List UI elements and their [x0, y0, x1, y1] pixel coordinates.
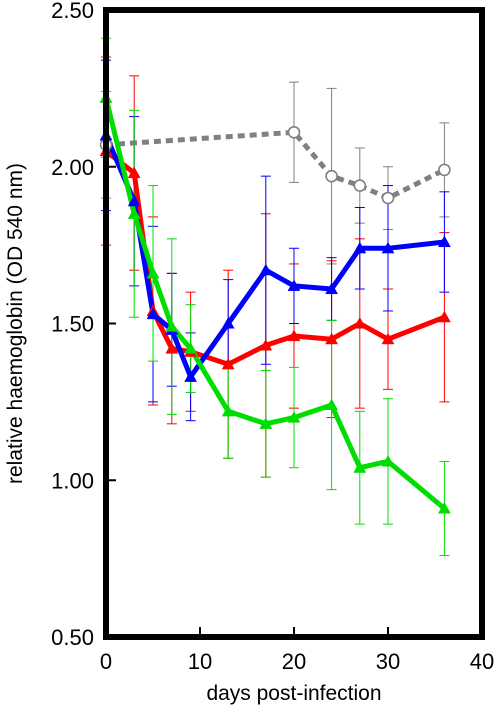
x-axis-label: days post-infection [206, 682, 381, 705]
data-point [287, 411, 301, 423]
series-line-1 [105, 129, 446, 201]
data-point [437, 310, 451, 323]
data-point [381, 332, 395, 345]
data-point [184, 342, 198, 354]
data-point [287, 329, 301, 342]
y-tick-label: 1.50 [51, 312, 94, 337]
data-point [259, 338, 273, 351]
data-point [381, 454, 395, 467]
data-point [146, 266, 160, 279]
data-point [127, 207, 141, 219]
y-tick-label: 0.50 [51, 625, 94, 650]
data-point [381, 191, 395, 205]
series-line-4 [103, 97, 447, 511]
x-tick-label: 0 [100, 649, 112, 674]
data-point [353, 461, 367, 473]
x-tick-label: 20 [282, 649, 306, 674]
series-line-2 [104, 149, 446, 367]
series-markers [99, 91, 451, 514]
data-point [146, 307, 160, 320]
series-line-3 [103, 134, 445, 380]
data-point [221, 357, 235, 370]
data-point [325, 282, 339, 295]
data-point [165, 342, 179, 354]
data-point [165, 320, 179, 332]
x-tick-label: 10 [188, 649, 212, 674]
data-point [287, 279, 301, 291]
data-point [437, 235, 451, 248]
data-point [127, 194, 141, 207]
data-point [353, 241, 367, 254]
data-point [221, 316, 235, 329]
x-axis-ticks: 0 10 20 30 40 [100, 627, 494, 674]
y-tick-label: 2.50 [51, 0, 94, 23]
data-point [381, 241, 395, 254]
data-point [287, 125, 301, 139]
data-point [127, 166, 141, 179]
y-tick-label: 2.00 [51, 155, 94, 180]
data-point [325, 398, 339, 411]
data-point [353, 316, 367, 329]
data-point [437, 501, 451, 514]
data-point [259, 263, 273, 276]
data-point [184, 370, 198, 382]
data-point [221, 404, 235, 417]
data-point [325, 332, 339, 345]
data-point [438, 163, 451, 177]
y-axis-ticks: 0.50 1.00 1.50 2.00 2.50 [51, 0, 116, 650]
x-tick-label: 40 [470, 649, 494, 674]
series-lines [103, 97, 447, 511]
y-axis-label: relative haemoglobin (OD 540 nm) [4, 163, 27, 484]
data-point [259, 417, 273, 429]
x-tick-label: 30 [376, 649, 400, 674]
data-point [353, 179, 367, 192]
y-tick-label: 1.00 [51, 468, 94, 493]
data-point [325, 169, 338, 183]
